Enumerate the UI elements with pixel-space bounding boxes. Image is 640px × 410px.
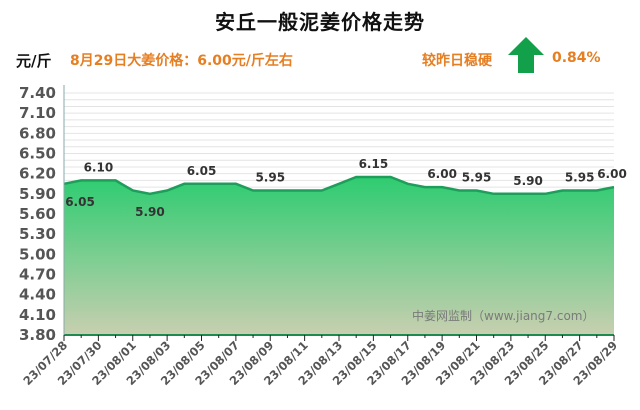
y-axis: 7.40 7.10 6.80 6.50 6.20 5.90 5.60 5.30 5.00 4.70… [19, 84, 56, 344]
data-label: 6.05 [187, 164, 217, 178]
unit-label: 元/斤 [16, 52, 52, 70]
price-area [64, 177, 614, 335]
price-note: 8月29日大姜价格：6.00元/斤左右 [70, 53, 293, 69]
y-tick-label: 6.20 [19, 165, 56, 183]
up-arrow-icon [508, 37, 544, 73]
y-tick-label: 5.60 [19, 205, 56, 223]
data-labels: 6.056.105.906.05 5.956.156.00 5.95 5.90 5.95… [65, 157, 627, 219]
watermark: 中姜网监制（www.jiang7.com） [412, 308, 594, 323]
x-axis: 23/07/2823/07/3023/08/0123/08/0323/08/05… [20, 335, 620, 388]
y-tick-label: 6.50 [19, 145, 56, 163]
y-tick-label: 7.10 [19, 104, 56, 122]
change-percent: 0.84% [552, 50, 601, 66]
data-label: 5.95 [462, 170, 492, 184]
y-tick-label: 4.10 [19, 306, 56, 324]
data-label: 5.95 [565, 170, 595, 184]
y-tick-label: 7.40 [19, 84, 56, 102]
y-tick-label: 5.30 [19, 225, 56, 243]
data-label: 5.90 [513, 174, 543, 188]
data-label: 6.00 [427, 167, 457, 181]
y-tick-label: 5.90 [19, 185, 56, 203]
data-label: 6.05 [65, 195, 95, 209]
data-label: 6.15 [359, 157, 389, 171]
price-line [63, 175, 615, 196]
y-tick-label: 3.80 [19, 326, 56, 344]
y-tick-label: 6.80 [19, 124, 56, 142]
data-label: 5.95 [255, 170, 285, 184]
y-tick-label: 4.70 [19, 266, 56, 284]
y-tick-label: 5.00 [19, 245, 56, 263]
y-tick-label: 4.40 [19, 286, 56, 304]
chart-title: 安丘一般泥姜价格走势 [215, 10, 425, 34]
compare-label: 较昨日稳硬 [422, 53, 492, 69]
data-label: 5.90 [135, 205, 165, 219]
data-label: 6.10 [84, 160, 114, 174]
data-label: 6.00 [597, 167, 627, 181]
